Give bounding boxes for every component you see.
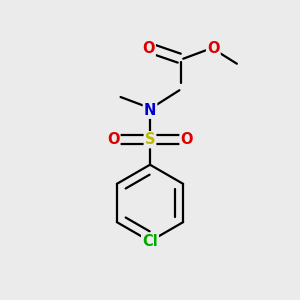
Text: O: O (207, 41, 220, 56)
Text: S: S (145, 132, 155, 147)
Text: O: O (107, 132, 119, 147)
Text: N: N (144, 103, 156, 118)
Text: O: O (142, 41, 155, 56)
Text: O: O (181, 132, 193, 147)
Text: Cl: Cl (142, 234, 158, 249)
